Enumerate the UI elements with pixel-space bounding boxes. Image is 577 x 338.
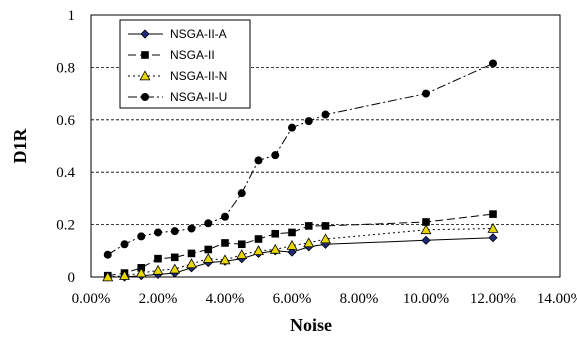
data-point	[321, 222, 330, 230]
x-tick-label: 2.00%	[139, 291, 178, 307]
data-point	[487, 222, 499, 233]
y-tick-label: 1	[68, 8, 76, 24]
plot-area	[90, 14, 561, 278]
data-point	[420, 224, 432, 235]
data-point	[202, 253, 214, 263]
series-nsga-ii-n	[102, 222, 499, 282]
series-line	[107, 213, 494, 277]
x-tick-label: 4.00%	[206, 291, 245, 307]
data-point	[271, 229, 280, 238]
legend-label: NSGA-II-A	[170, 27, 227, 41]
data-point	[288, 228, 296, 237]
x-tick-label: 12.00%	[470, 291, 516, 307]
y-tick-label: 0.6	[56, 113, 75, 129]
series-nsga-ii-u	[103, 59, 497, 259]
data-point	[254, 156, 263, 165]
y-tick-labels: 0 0.2 0.4 0.6 0.8 1	[56, 8, 75, 286]
data-point	[422, 89, 430, 98]
data-point	[135, 267, 147, 278]
data-point	[320, 233, 331, 244]
y-tick-label: 0	[68, 270, 76, 286]
legend-label: NSGA-II-U	[170, 90, 227, 104]
legend-entry: NSGA-II-N	[128, 69, 227, 83]
legend: NSGA-II-A NSGA-II NSGA-II-N NSGA-II-U	[119, 19, 251, 109]
series-nsga-ii	[103, 210, 497, 280]
data-point	[237, 189, 246, 198]
legend-entry: NSGA-II	[128, 48, 215, 62]
data-point	[489, 59, 497, 68]
series-line	[107, 63, 494, 256]
data-point	[254, 235, 263, 243]
x-tick-labels: 0.00% 2.00% 4.00% 6.00% 8.00% 10.00% 12.00% 14.…	[72, 291, 577, 307]
data-point	[186, 258, 197, 269]
data-point	[303, 237, 315, 248]
x-tick-label: 10.00%	[403, 291, 449, 307]
legend-label: NSGA-II	[170, 48, 215, 62]
x-tick-label: 0.00%	[72, 291, 111, 307]
data-point	[253, 245, 264, 256]
data-point	[119, 270, 130, 280]
data-point	[154, 228, 162, 237]
data-point	[137, 232, 146, 241]
x-tick-label: 6.00%	[273, 291, 312, 307]
data-point	[170, 253, 179, 262]
data-point	[421, 235, 431, 245]
data-point	[237, 240, 246, 249]
data-point	[102, 271, 114, 282]
data-point	[152, 264, 164, 275]
grid-lines	[91, 67, 560, 226]
legend-label: NSGA-II-N	[170, 69, 227, 83]
data-point	[269, 243, 281, 254]
data-point	[271, 151, 280, 160]
x-tick-label: 8.00%	[340, 291, 379, 307]
data-point	[170, 227, 179, 236]
series-lines	[102, 59, 499, 282]
y-tick-label: 0.2	[56, 218, 75, 234]
data-point	[140, 29, 150, 39]
data-point	[422, 218, 430, 226]
data-point	[204, 219, 213, 228]
data-point	[489, 210, 497, 218]
legend-entry: NSGA-II-U	[128, 90, 227, 104]
data-point	[221, 212, 229, 221]
y-axis-title: D1R	[10, 128, 30, 164]
data-point	[187, 249, 196, 258]
data-point	[204, 245, 213, 254]
y-tick-label: 0.4	[56, 165, 75, 181]
data-point	[221, 239, 229, 247]
data-point	[139, 70, 151, 81]
data-point	[304, 117, 313, 126]
x-tick-label: 14.00%	[537, 291, 577, 307]
legend-entry: NSGA-II-A	[128, 27, 227, 41]
data-point	[120, 240, 129, 249]
data-point	[304, 222, 313, 230]
series-line	[107, 237, 494, 278]
data-point	[103, 250, 112, 259]
data-point	[286, 239, 298, 250]
data-point	[321, 110, 330, 119]
data-point	[154, 254, 162, 263]
data-point	[288, 123, 296, 132]
data-point	[169, 263, 181, 274]
data-point	[141, 93, 149, 101]
x-axis-title: Noise	[290, 315, 332, 335]
series-line	[107, 228, 494, 278]
data-point	[488, 233, 498, 243]
data-point	[141, 51, 149, 59]
y-tick-label: 0.8	[56, 60, 75, 76]
data-point	[287, 247, 297, 257]
data-point	[236, 249, 248, 259]
data-point	[187, 224, 196, 233]
data-point	[219, 254, 231, 265]
